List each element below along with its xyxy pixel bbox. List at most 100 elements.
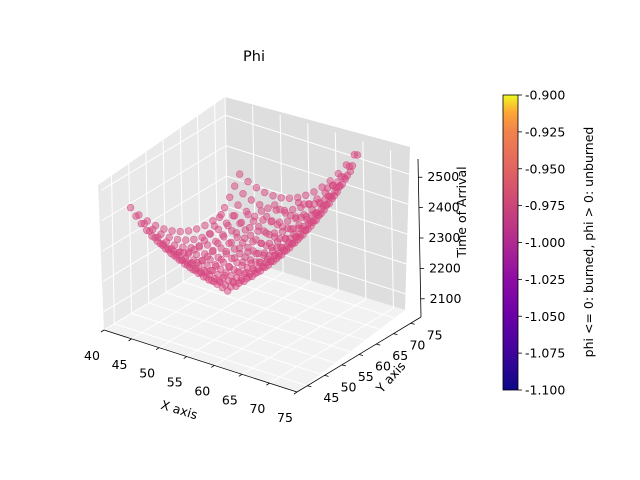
scatter-point	[252, 184, 261, 192]
scatter-point	[246, 231, 255, 240]
scatter-point	[353, 151, 362, 159]
scatter-point	[226, 193, 234, 202]
scatter-point	[236, 219, 244, 228]
grid-line-y	[179, 124, 377, 345]
x-tick-label: 70	[249, 401, 265, 416]
y-tick-mark	[376, 343, 381, 346]
x-tick-label: 55	[167, 375, 183, 390]
scatter-point	[225, 239, 233, 248]
scatter-point	[285, 194, 294, 203]
scatter-point	[233, 258, 241, 267]
scatter-point	[294, 198, 303, 207]
scatter-point	[143, 217, 152, 225]
x-axis-line	[103, 329, 298, 393]
colorbar-tick-label: -0.925	[525, 124, 565, 139]
y-tick-mark	[324, 374, 329, 377]
grid-line-x	[158, 114, 284, 349]
scatter-point	[228, 254, 236, 263]
scatter-point	[195, 243, 204, 251]
grid-line-x	[241, 141, 367, 375]
colorbar-label: phi <= 0: burned, phi > 0: unburned	[581, 127, 596, 358]
scatter-point	[249, 247, 257, 255]
scatter-point	[184, 250, 192, 258]
scatter-point	[209, 217, 217, 225]
scatter-point	[165, 233, 173, 242]
x-tick-mark	[183, 356, 187, 359]
scatter-point	[238, 239, 247, 247]
scatter-point	[220, 233, 228, 241]
z-tick-label: 2400	[428, 200, 460, 215]
scatter-point	[192, 250, 201, 259]
scatter-point	[323, 184, 332, 192]
scatter-point	[247, 196, 256, 204]
scatter-point	[310, 188, 318, 196]
scatter-point	[222, 269, 230, 277]
scatter-point	[239, 190, 247, 198]
scatter-point	[244, 243, 252, 252]
scatter-point	[260, 227, 268, 235]
scatter-point	[190, 235, 198, 244]
scatter-point	[179, 243, 187, 251]
scatter-point	[216, 265, 225, 273]
scatter-point	[261, 188, 269, 197]
scatter-point	[230, 266, 238, 274]
scatter-point	[334, 178, 342, 186]
colorbar-tick-label: -0.900	[525, 88, 565, 103]
scatter-point	[187, 244, 195, 252]
y-tick-mark	[307, 385, 312, 388]
x-tick-mark	[128, 338, 132, 342]
scatter-point	[212, 237, 220, 246]
grid-line-y	[110, 165, 308, 387]
scatter-point	[257, 207, 266, 215]
scatter-point	[206, 230, 215, 238]
scatter-point	[160, 225, 168, 233]
x-tick-label: 50	[139, 366, 155, 381]
scatter-point	[268, 217, 276, 225]
scatter-point	[230, 212, 239, 220]
scatter-point	[176, 227, 185, 236]
scatter-point	[168, 227, 176, 235]
scatter-point	[193, 225, 201, 233]
scatter-point	[203, 241, 212, 249]
scatter-point	[225, 262, 233, 271]
scatter-point	[228, 227, 236, 235]
scatter-point	[135, 211, 143, 219]
colorbar-gradient	[502, 94, 519, 391]
scatter-point	[241, 226, 250, 234]
z-tick-label: 2300	[429, 230, 461, 245]
scatter-point	[346, 167, 354, 176]
scatter-point	[264, 204, 272, 212]
scatter-point	[265, 230, 273, 239]
chart-title: Phi	[243, 49, 265, 65]
z-tick-label: 2500	[427, 169, 459, 184]
x-tick-label: 60	[194, 383, 210, 398]
scatter-point	[184, 227, 193, 235]
x-tick-label: 75	[277, 410, 293, 425]
scatter-points	[126, 151, 362, 295]
scatter-point	[173, 235, 182, 244]
scatter-point	[236, 170, 244, 178]
scatter-point	[281, 209, 289, 217]
scatter-point	[126, 203, 135, 212]
colorbar: phi <= 0: burned, phi > 0: unburned -0.9…	[502, 88, 596, 398]
y-tick-label: 45	[323, 390, 339, 405]
z-axis-label: Time of Arrival	[454, 166, 469, 258]
x-tick-mark	[238, 373, 243, 377]
scatter-point	[241, 253, 249, 261]
scatter-point	[208, 266, 217, 275]
x-tick-mark	[266, 382, 270, 386]
scatter-point	[220, 204, 229, 212]
grid-line-z	[103, 236, 421, 313]
colorbar-tick-label: -0.975	[525, 198, 565, 213]
grid-line-y	[214, 103, 411, 324]
scatter-point	[211, 261, 220, 269]
scatter-point	[236, 249, 244, 258]
scatter-point	[244, 210, 252, 219]
scatter-point	[170, 241, 179, 249]
grid-lines	[101, 96, 422, 393]
y-tick-label: 60	[375, 359, 391, 374]
scatter-point	[219, 258, 228, 266]
scatter-point	[257, 239, 265, 248]
scatter-point	[249, 217, 258, 225]
